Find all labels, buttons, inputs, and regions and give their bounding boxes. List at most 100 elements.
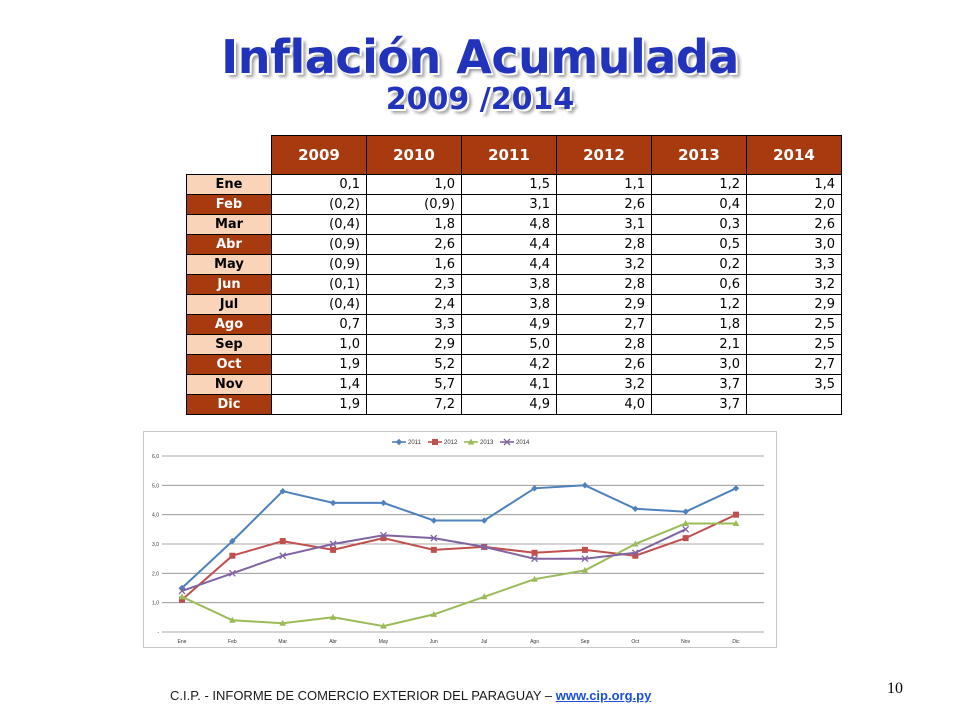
table-cell	[746, 394, 842, 415]
inflation-line-chart: - 1,0 2,0 3,0 4,0 5,0 6,0 Ene Feb Mar Abr May Jun Jul…	[143, 431, 777, 648]
row-month-label: Jul	[186, 294, 272, 315]
data-point	[430, 517, 438, 524]
data-point	[632, 552, 639, 559]
footer-link[interactable]: www.cip.org.py	[555, 688, 652, 703]
data-point	[581, 555, 589, 563]
x-tick-label: Abr	[329, 639, 337, 645]
table-cell: 2,0	[746, 194, 842, 215]
table-cell: 2,6	[366, 234, 462, 255]
data-point	[467, 438, 475, 445]
table-cell: 3,3	[746, 254, 842, 275]
table-cell: 5,7	[366, 374, 462, 395]
table-row: Nov 1,4 5,7 4,1 3,2 3,7 3,5	[186, 374, 842, 395]
table-cell: 2,4	[366, 294, 462, 315]
table-cell: 1,8	[366, 214, 462, 235]
x-tick-label: Nov	[681, 639, 690, 645]
table-cell: 0,2	[651, 254, 747, 275]
table-cell: 4,9	[461, 314, 557, 335]
table-cell: 1,4	[271, 374, 367, 395]
table-cell: 0,3	[651, 214, 747, 235]
data-point	[732, 485, 740, 492]
table-cell: 2,9	[746, 294, 842, 315]
data-point	[330, 546, 337, 553]
table-cell: 3,0	[746, 234, 842, 255]
table-cell: 2,6	[556, 354, 652, 375]
table-cell: 0,5	[651, 234, 747, 255]
table-cell: (0,2)	[271, 194, 367, 215]
data-point	[329, 540, 337, 548]
table-cell: 1,6	[366, 254, 462, 275]
table-cell: (0,1)	[271, 274, 367, 295]
table-cell: 2,5	[746, 334, 842, 355]
table-cell: 2,5	[746, 314, 842, 335]
table-cell: 0,4	[651, 194, 747, 215]
table-cell: 3,2	[556, 254, 652, 275]
table-row: Ago 0,7 3,3 4,9 2,7 1,8 2,5	[186, 314, 842, 335]
table-cell: 1,5	[461, 174, 557, 195]
table-row: Ene 0,1 1,0 1,5 1,1 1,2 1,4	[186, 174, 842, 195]
table-cell: 1,0	[271, 334, 367, 355]
y-tick-label: 5,0	[152, 483, 159, 489]
table-cell: 1,0	[366, 174, 462, 195]
column-header: 2010	[366, 135, 462, 175]
data-point	[178, 587, 186, 595]
table-cell: 3,8	[461, 294, 557, 315]
table-cell: 0,6	[651, 274, 747, 295]
table-cell: 4,9	[461, 394, 557, 415]
data-point	[531, 555, 539, 563]
table-cell: 1,8	[651, 314, 747, 335]
table-cell: 5,0	[461, 334, 557, 355]
x-tick-label: Feb	[228, 639, 237, 645]
y-tick-label: 4,0	[152, 513, 159, 519]
data-point	[380, 535, 387, 542]
data-point	[380, 622, 387, 629]
table-cell: 0,7	[271, 314, 367, 335]
legend-label: 2013	[480, 440, 494, 446]
table-header-row: 2009 2010 2011 2012 2013 2014	[186, 135, 842, 175]
data-point	[430, 534, 438, 542]
table-row: Dic 1,9 7,2 4,9 4,0 3,7	[186, 394, 842, 415]
table-cell: 3,2	[746, 274, 842, 295]
table-cell: 2,1	[651, 334, 747, 355]
table-cell: 1,1	[556, 174, 652, 195]
x-tick-label: Mar	[278, 639, 287, 645]
data-point	[430, 610, 438, 617]
inflation-table: 2009 2010 2011 2012 2013 2014 Ene 0,1 1,0 1…	[186, 135, 842, 415]
table-cell: 4,2	[461, 354, 557, 375]
x-tick-label: Dic	[732, 639, 740, 645]
data-point	[228, 569, 236, 577]
row-month-label: Ago	[186, 314, 272, 335]
table-cell: 4,8	[461, 214, 557, 235]
table-row: May (0,9) 1,6 4,4 3,2 0,2 3,3	[186, 254, 842, 275]
row-month-label: Jun	[186, 274, 272, 295]
footer: C.I.P. - INFORME DE COMERCIO EXTERIOR DE…	[170, 688, 651, 703]
data-point	[531, 575, 538, 582]
data-point	[329, 499, 337, 507]
page-number: 10	[887, 680, 903, 697]
data-point	[480, 543, 488, 551]
table-cell: 2,7	[556, 314, 652, 335]
table-cell: 2,8	[556, 234, 652, 255]
data-point	[279, 538, 286, 545]
data-point	[279, 619, 287, 626]
row-month-label: Oct	[186, 354, 272, 375]
data-point	[480, 593, 488, 600]
data-point	[279, 552, 287, 560]
row-month-label: Sep	[186, 334, 272, 355]
table-cell: 3,2	[556, 374, 652, 395]
data-point	[682, 525, 690, 533]
data-point	[432, 439, 438, 445]
data-point	[229, 616, 236, 623]
table-cell: 1,2	[651, 174, 747, 195]
table-cell: 3,3	[366, 314, 462, 335]
table-cell: 3,1	[461, 194, 557, 215]
data-point	[531, 549, 538, 556]
table-row: Abr (0,9) 2,6 4,4 2,8 0,5 3,0	[186, 234, 842, 255]
table-cell: 4,1	[461, 374, 557, 395]
table-cell: 2,8	[556, 334, 652, 355]
table-row: Sep 1,0 2,9 5,0 2,8 2,1 2,5	[186, 334, 842, 355]
column-header: 2009	[271, 135, 367, 175]
row-month-label: Mar	[186, 214, 272, 235]
table-cell: 4,0	[556, 394, 652, 415]
data-point	[682, 519, 689, 526]
